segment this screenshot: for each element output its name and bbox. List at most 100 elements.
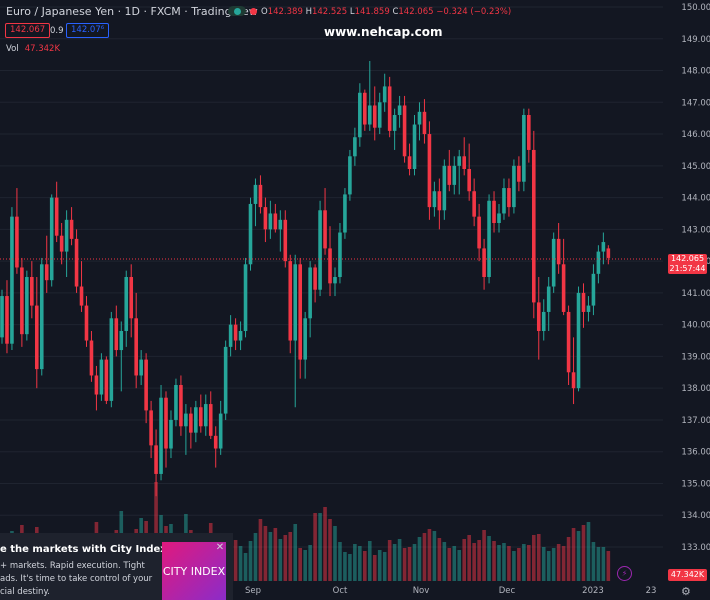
close-value: 142.065 <box>398 7 434 17</box>
candle-body <box>129 277 134 319</box>
event-dot-icon[interactable] <box>250 7 257 15</box>
volume-bar <box>606 551 611 581</box>
volume-bar <box>432 531 437 581</box>
candle-body <box>318 210 322 290</box>
candle-body <box>407 156 412 169</box>
candle-body <box>189 413 193 433</box>
volume-bar <box>462 539 467 581</box>
price-tick: 138.000 <box>681 384 710 394</box>
volume-bar <box>447 548 452 581</box>
candle-body <box>333 277 337 284</box>
market-open-indicator[interactable] <box>228 6 246 16</box>
volume-bar <box>541 547 546 581</box>
candle-body <box>492 200 496 223</box>
candle-body <box>566 311 571 373</box>
volume-value: 47.342K <box>24 44 61 54</box>
candle-body <box>328 248 332 284</box>
gear-icon[interactable]: ⚙ <box>681 585 691 598</box>
candle-body <box>546 286 551 312</box>
low-label: L <box>349 7 355 17</box>
volume-bar <box>258 519 263 581</box>
close-icon[interactable]: ✕ <box>215 542 225 553</box>
ad-banner[interactable]: e the markets with City Index + markets.… <box>0 533 233 600</box>
candle-body <box>358 92 362 138</box>
candle-body <box>89 340 94 376</box>
price-tick: 146.000 <box>681 130 710 140</box>
volume-bar <box>313 513 317 581</box>
open-value: 142.389 <box>267 7 303 17</box>
candle-body <box>561 264 566 312</box>
candle-body <box>25 277 29 335</box>
volume-bar <box>338 542 342 581</box>
volume-bar <box>283 535 288 581</box>
candle-body <box>164 397 168 449</box>
candle-body <box>154 445 158 474</box>
candle-body <box>372 105 377 128</box>
volume-bar <box>243 553 248 581</box>
volume-bar <box>318 513 322 581</box>
candle-body <box>179 385 183 427</box>
volume-bar <box>367 541 372 581</box>
volume-legend[interactable]: Vol 47.342K <box>6 44 60 54</box>
candle-body <box>581 292 586 312</box>
candle-body <box>268 213 273 230</box>
candle-body <box>531 149 536 303</box>
candle-body <box>392 115 397 131</box>
symbol-title[interactable]: Euro / Japanese Yen · 1D · FXCM · Tradin… <box>6 5 258 18</box>
volume-bar <box>586 522 591 581</box>
candle-body <box>10 216 14 344</box>
volume-bar <box>472 543 476 581</box>
volume-bar <box>482 530 486 581</box>
candle-body <box>387 86 392 131</box>
volume-bar <box>323 507 327 581</box>
volume-bar <box>348 554 352 581</box>
volume-bar <box>397 539 402 581</box>
volume-bar <box>452 546 457 581</box>
volume-bar <box>437 538 442 581</box>
candle-body <box>417 111 422 125</box>
price-tick: 134.000 <box>681 511 710 521</box>
candle-body <box>298 264 302 360</box>
candle-body <box>159 397 163 474</box>
candle-body <box>512 165 516 208</box>
buy-price-button[interactable]: 142.07⁶ <box>66 23 110 38</box>
candle-body <box>313 267 317 290</box>
volume-bar <box>387 540 392 581</box>
spread-value: 0.9 <box>50 26 64 36</box>
candle-body <box>64 219 69 252</box>
candle-body <box>223 346 228 414</box>
volume-bar <box>502 543 506 581</box>
time-tick: Nov <box>413 586 430 596</box>
volume-bar <box>457 550 462 581</box>
candle-body <box>208 404 213 436</box>
candle-body <box>303 318 307 360</box>
candle-body <box>527 115 531 150</box>
volume-bar <box>293 524 298 581</box>
candle-body <box>551 238 556 287</box>
price-tick: 149.000 <box>681 35 710 45</box>
candle-body <box>536 302 541 331</box>
time-tick: 2023 <box>582 586 604 596</box>
volume-bar <box>522 544 526 581</box>
candle-body <box>184 413 188 427</box>
sell-price-button[interactable]: 142.067 <box>5 23 51 38</box>
volume-bar <box>402 548 407 581</box>
volume-bar <box>268 532 273 581</box>
candle-body <box>452 165 457 185</box>
market-status[interactable] <box>228 6 259 16</box>
candle-body <box>556 238 561 265</box>
volume-bar <box>576 531 581 581</box>
price-tick: 133.000 <box>681 543 710 553</box>
lightning-icon[interactable]: ⚡ <box>617 566 632 581</box>
volume-bar <box>487 536 491 581</box>
candle-body <box>144 359 148 411</box>
candle-body <box>273 213 278 230</box>
volume-bar <box>407 547 412 581</box>
candle-body <box>601 242 606 252</box>
city-index-logo[interactable]: CITY INDEX <box>162 542 226 600</box>
candle-body <box>507 188 511 208</box>
candle-body <box>442 165 447 211</box>
candle-body <box>477 216 481 249</box>
candle-body <box>487 200 491 277</box>
